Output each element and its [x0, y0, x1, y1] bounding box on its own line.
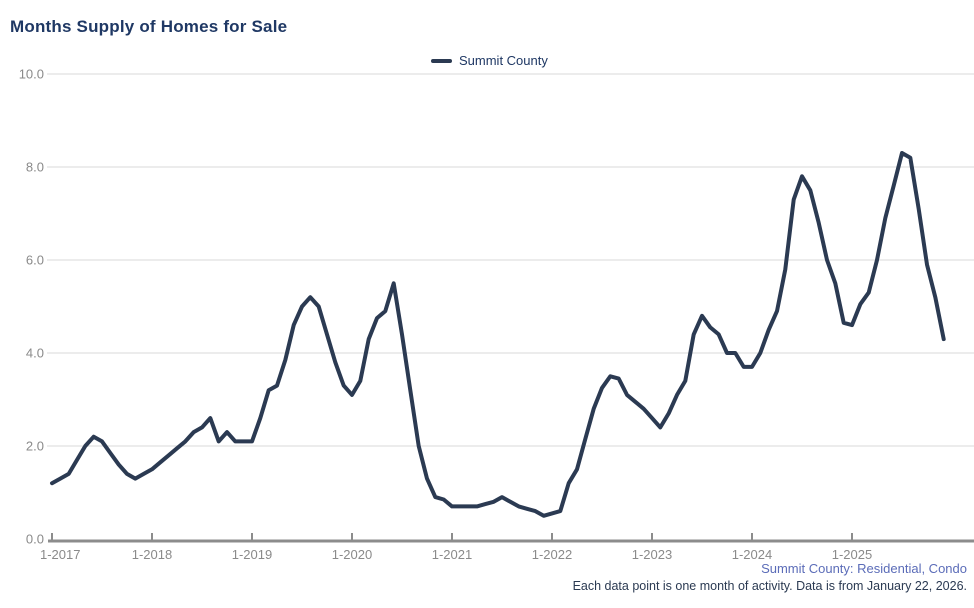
x-axis-label-1-2022: 1-2022: [532, 547, 572, 562]
legend-label: Summit County: [459, 53, 548, 68]
y-axis-label-8.0: 8.0: [26, 160, 44, 175]
x-axis-label-1-2023: 1-2023: [632, 547, 672, 562]
y-axis-label-6.0: 6.0: [26, 253, 44, 268]
x-axis-label-1-2025: 1-2025: [832, 547, 872, 562]
y-axis-label-4.0: 4.0: [26, 346, 44, 361]
x-axis-label-1-2024: 1-2024: [732, 547, 772, 562]
x-axis-label-1-2017: 1-2017: [40, 547, 80, 562]
x-axis-label-1-2021: 1-2021: [432, 547, 472, 562]
y-axis-label-0.0: 0.0: [26, 532, 44, 547]
footer-source-text: Summit County: Residential, Condo: [761, 561, 967, 576]
x-axis-label-1-2020: 1-2020: [332, 547, 372, 562]
y-axis-label-10.0: 10.0: [19, 67, 44, 82]
x-axis-label-1-2018: 1-2018: [132, 547, 172, 562]
legend: Summit County: [431, 53, 548, 68]
chart-title: Months Supply of Homes for Sale: [10, 17, 288, 36]
footer-note-text: Each data point is one month of activity…: [572, 579, 967, 593]
series-line-summit-county: [50, 151, 946, 518]
y-axis-label-2.0: 2.0: [26, 439, 44, 454]
x-axis-label-1-2019: 1-2019: [232, 547, 272, 562]
legend-line-swatch: [431, 58, 452, 63]
